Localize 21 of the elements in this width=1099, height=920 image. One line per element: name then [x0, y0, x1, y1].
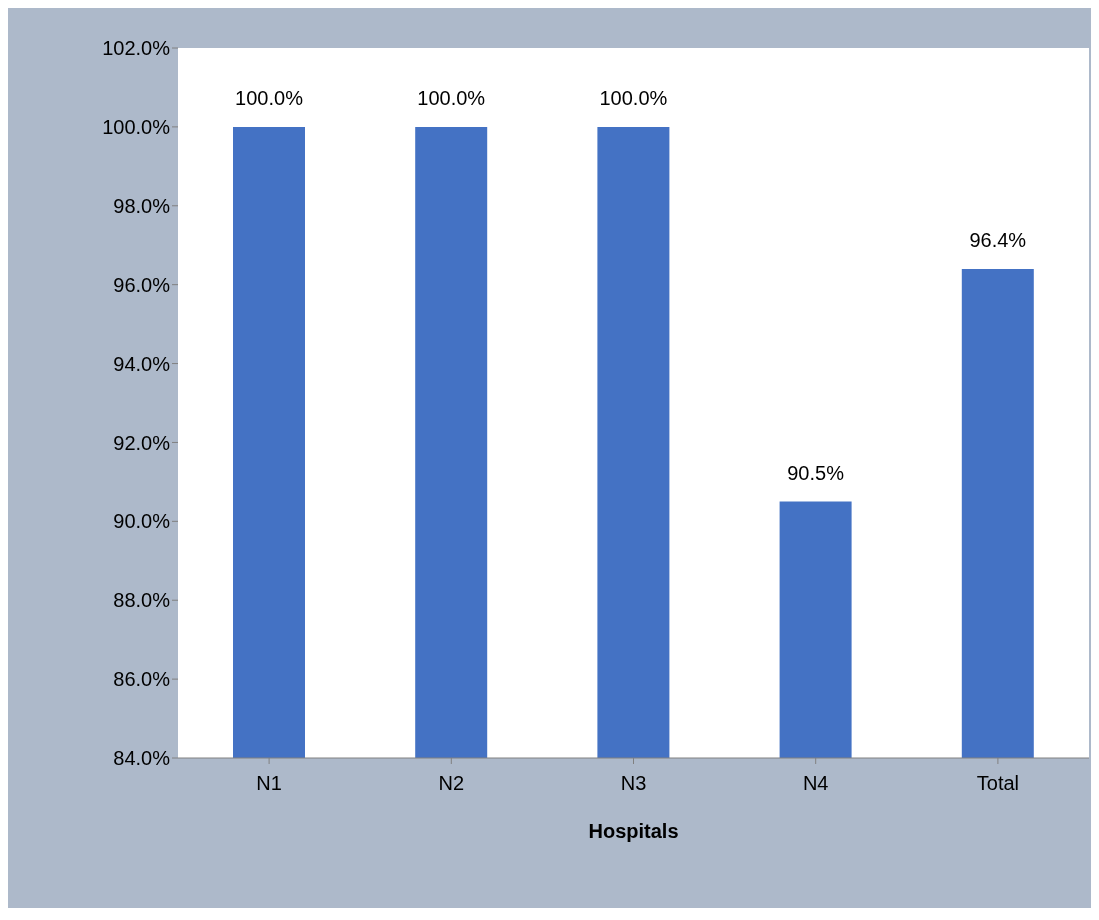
- y-tick-label: 88.0%: [113, 589, 171, 612]
- data-label: 90.5%: [787, 461, 845, 484]
- y-tick-label: 86.0%: [113, 668, 171, 691]
- data-label: 100.0%: [599, 86, 668, 109]
- data-label: 96.4%: [969, 228, 1027, 251]
- y-tick-label: 94.0%: [113, 352, 171, 375]
- x-axis-title: Hospitals: [588, 820, 679, 842]
- y-tick-label: 84.0%: [113, 747, 171, 770]
- x-tick-label: N2: [438, 772, 465, 795]
- data-label: 100.0%: [235, 86, 304, 109]
- y-tick-label: 98.0%: [113, 194, 171, 217]
- x-tick-label: N1: [256, 772, 282, 795]
- x-tick-label: N3: [620, 772, 647, 795]
- y-tick-label: 102.0%: [102, 37, 171, 60]
- x-tick-label: Total: [976, 772, 1020, 795]
- y-tick-label: 100.0%: [102, 115, 171, 138]
- y-tick-label: 96.0%: [113, 273, 171, 296]
- y-tick-label: 90.0%: [113, 510, 171, 533]
- data-label: 100.0%: [417, 86, 486, 109]
- x-tick-label: N4: [802, 772, 829, 795]
- y-tick-label: 92.0%: [113, 431, 171, 454]
